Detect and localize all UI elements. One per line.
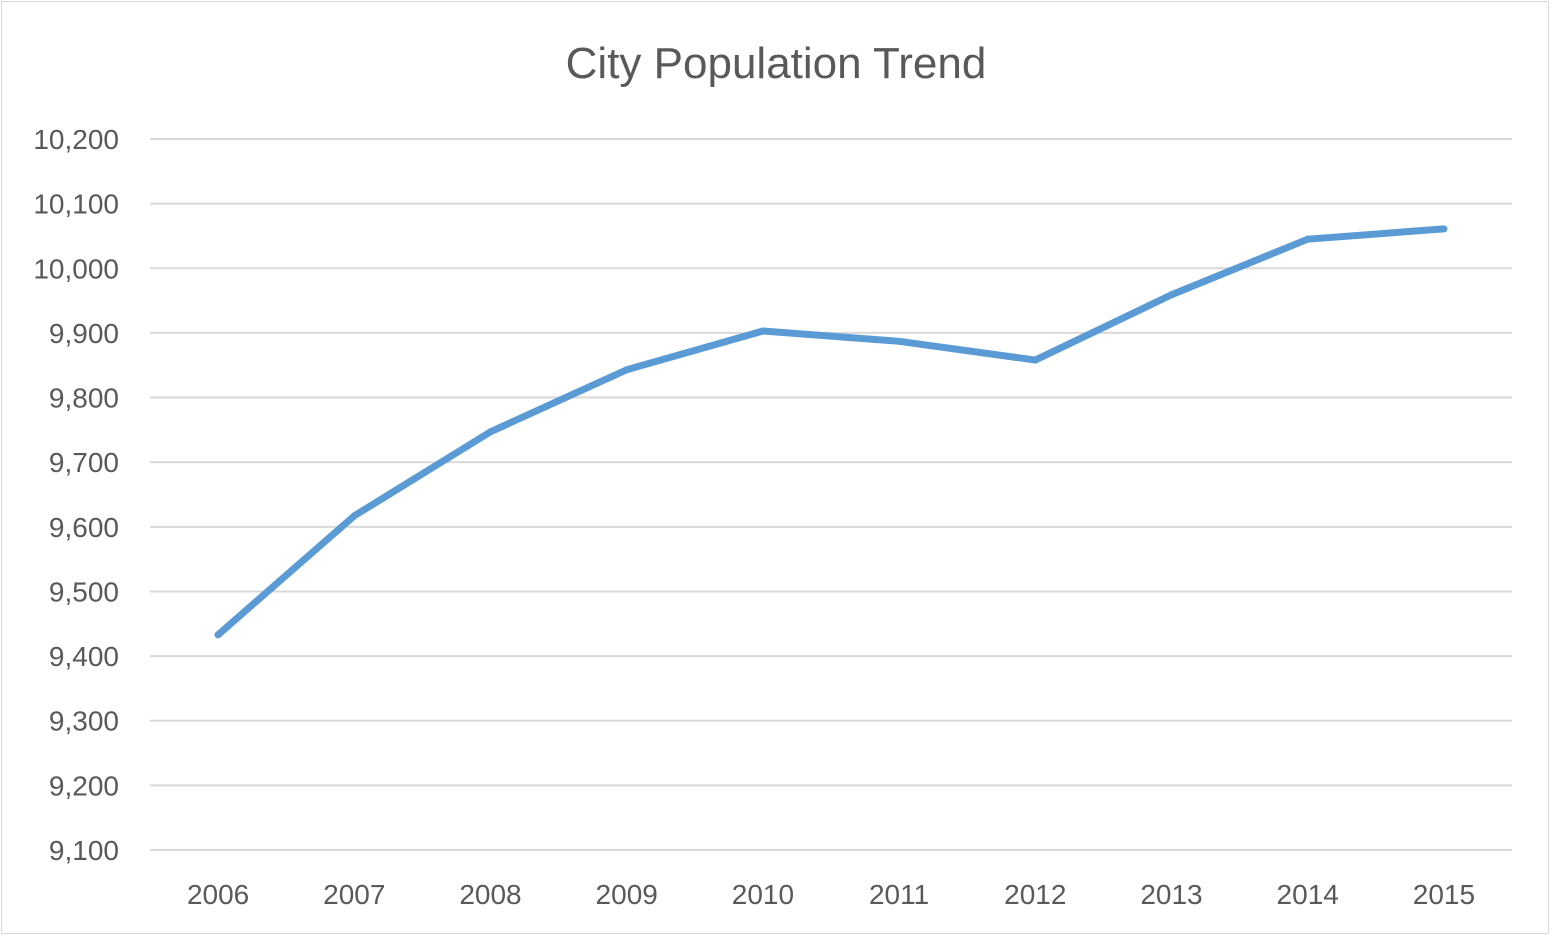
data-point	[350, 512, 358, 520]
y-tick-label: 9,300	[49, 706, 119, 737]
x-tick-label: 2013	[1140, 879, 1202, 910]
y-tick-label: 10,200	[33, 124, 119, 155]
x-tick-label: 2011	[869, 879, 929, 910]
data-point	[895, 337, 903, 345]
data-point	[759, 327, 767, 335]
x-tick-label: 2012	[1004, 879, 1066, 910]
gridlines	[150, 138, 1512, 851]
data-point	[623, 366, 631, 374]
y-tick-label: 9,600	[49, 512, 119, 543]
y-tick-label: 9,200	[49, 770, 119, 801]
series-line	[214, 225, 1448, 639]
y-tick-label: 9,400	[49, 641, 119, 672]
x-tick-label: 2014	[1277, 879, 1339, 910]
x-tick-label: 2007	[323, 879, 385, 910]
y-tick-label: 9,900	[49, 318, 119, 349]
x-tick-label: 2015	[1413, 879, 1475, 910]
x-tick-label: 2006	[187, 879, 249, 910]
y-tick-label: 9,100	[49, 835, 119, 866]
x-tick-label: 2008	[459, 879, 521, 910]
series-group	[214, 225, 1448, 639]
y-tick-label: 10,100	[33, 189, 119, 220]
y-axis-ticks: 9,100 9,200 9,300 9,400 9,500 9,600 9,700 9,800…	[33, 124, 119, 866]
y-tick-label: 9,700	[49, 447, 119, 478]
x-tick-label: 2010	[732, 879, 794, 910]
chart-title: City Population Trend	[566, 39, 987, 88]
x-axis-ticks: 2006 2007 2008 2009 2010 2011 2012 2013 2014 2015	[187, 879, 1475, 910]
data-point	[1031, 356, 1039, 364]
data-point	[214, 631, 222, 639]
y-tick-label: 9,500	[49, 576, 119, 607]
y-tick-label: 10,000	[33, 253, 119, 284]
x-tick-label: 2009	[596, 879, 658, 910]
data-point	[1440, 225, 1448, 233]
data-point	[1168, 291, 1175, 299]
y-tick-label: 9,800	[49, 383, 119, 414]
data-point	[487, 428, 494, 436]
data-point	[1304, 235, 1312, 243]
